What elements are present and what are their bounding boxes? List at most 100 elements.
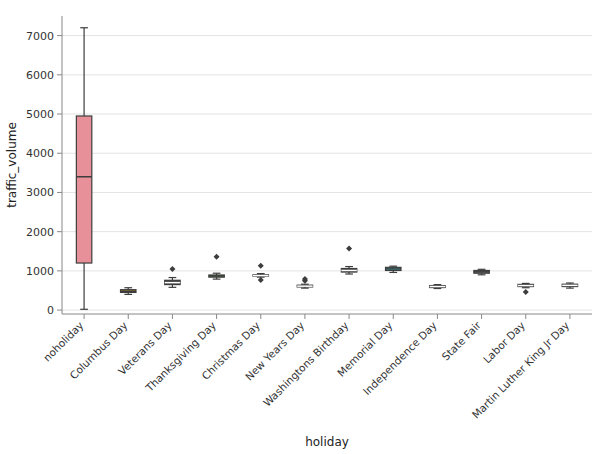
y-tick — [57, 153, 62, 154]
y-tick-label: 4000 — [26, 147, 54, 160]
box-group — [209, 254, 224, 279]
median — [76, 176, 91, 178]
box-group — [76, 28, 91, 310]
cap-low — [169, 287, 177, 288]
whisker-high — [83, 28, 84, 116]
box — [253, 275, 268, 276]
box-group — [386, 266, 401, 272]
y-tick — [57, 114, 62, 115]
x-axis-title: holiday — [305, 435, 349, 449]
cap-low — [566, 288, 574, 289]
x-tick — [216, 314, 217, 319]
median — [341, 270, 356, 272]
x-tick — [349, 314, 350, 319]
x-tick-label: Labor Day — [481, 319, 528, 366]
box-group — [518, 283, 533, 295]
median — [474, 271, 489, 273]
grid-line — [62, 74, 592, 75]
cap-high — [257, 273, 265, 274]
y-tick — [57, 35, 62, 36]
cap-low — [213, 279, 221, 280]
x-axis-line — [62, 314, 592, 315]
cap-low — [522, 287, 530, 288]
cap-high — [566, 282, 574, 283]
box-group — [430, 285, 445, 289]
cap-high — [80, 27, 88, 28]
x-tick-label: Thanksgiving Day — [142, 319, 218, 395]
box — [209, 275, 224, 277]
cap-high — [169, 277, 177, 278]
y-tick-label: 3000 — [26, 186, 54, 199]
y-tick-label: 2000 — [26, 226, 54, 239]
box-group — [297, 276, 312, 288]
y-tick — [57, 231, 62, 232]
flier — [523, 289, 529, 295]
x-tick — [437, 314, 438, 319]
median — [253, 275, 268, 277]
x-tick-label: noholiday — [41, 319, 86, 364]
box — [430, 286, 445, 288]
median — [430, 286, 445, 288]
x-tick — [172, 314, 173, 319]
cap-high — [478, 269, 486, 270]
grid-line — [62, 270, 592, 271]
x-tick — [393, 314, 394, 319]
cap-low — [80, 309, 88, 310]
x-tick-label: State Fair — [439, 318, 483, 362]
box — [562, 284, 577, 286]
x-tick-label: Independence Day — [361, 319, 439, 397]
grid-line — [62, 153, 592, 154]
median — [386, 268, 401, 270]
cap-high — [345, 266, 353, 267]
boxes — [76, 28, 577, 310]
median — [165, 282, 180, 284]
x-tick-label: Washingtons Birthday — [261, 319, 351, 409]
x-tick — [128, 314, 129, 319]
y-axis: 0 1000 2000 3000 4000 5000 6000 7000 — [26, 16, 592, 317]
flier — [258, 277, 264, 283]
x-tick — [304, 314, 305, 319]
flier — [169, 266, 175, 272]
cap-high — [124, 287, 132, 288]
y-tick — [57, 74, 62, 75]
x-tick — [569, 314, 570, 319]
y-tick-label: 5000 — [26, 108, 54, 121]
x-axis: noholidayColumbus DayVeterans DayThanksg… — [41, 314, 572, 421]
cap-low — [124, 294, 132, 295]
y-tick — [57, 192, 62, 193]
median — [297, 285, 312, 287]
box-group — [474, 269, 489, 274]
whisker-low — [83, 263, 84, 309]
box-group — [121, 288, 136, 295]
y-tick — [57, 270, 62, 271]
box — [121, 290, 136, 293]
cap-low — [478, 274, 486, 275]
box — [474, 270, 489, 273]
grid-line — [62, 35, 592, 36]
chart: 0 1000 2000 3000 4000 5000 6000 7000 noholidayCo… — [0, 0, 608, 454]
y-tick-label: 1000 — [26, 265, 54, 278]
median — [209, 275, 224, 277]
box — [165, 280, 180, 284]
box-group — [253, 263, 268, 283]
x-tick — [260, 314, 261, 319]
cap-high — [389, 266, 397, 267]
grid-line — [62, 310, 592, 311]
y-tick-label: 7000 — [26, 30, 54, 43]
x-tick — [84, 314, 85, 319]
box-group — [562, 283, 577, 288]
cap-low — [345, 273, 353, 274]
box — [297, 285, 312, 287]
x-tick — [525, 314, 526, 319]
y-tick-label: 6000 — [26, 69, 54, 82]
box — [76, 116, 91, 263]
box — [386, 267, 401, 270]
y-tick — [57, 310, 62, 311]
x-tick-label: Martin Luther King Jr Day — [470, 319, 572, 421]
y-tick-label: 0 — [47, 304, 54, 317]
median — [121, 291, 136, 293]
y-axis-line — [62, 16, 63, 314]
flier — [258, 263, 264, 269]
flier — [214, 254, 220, 260]
flier — [302, 278, 308, 284]
